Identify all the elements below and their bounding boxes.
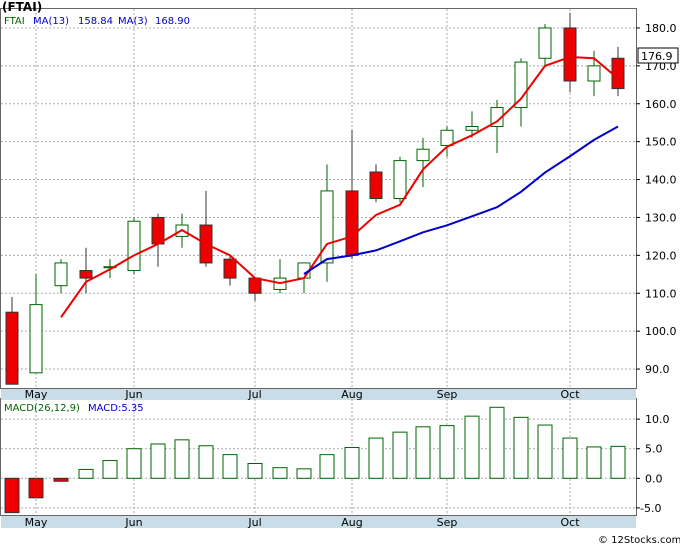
macd-bar [174, 439, 190, 479]
macd-bar [537, 424, 553, 479]
candle-body [563, 27, 577, 82]
price-tick-label: 150.0 [645, 136, 677, 149]
legend-ma3-value: 168.90 [155, 16, 190, 27]
price-tick-label: 140.0 [645, 174, 677, 187]
candle-body [5, 311, 19, 385]
macd-bar [439, 425, 455, 479]
price-tick-label: 130.0 [645, 211, 677, 224]
macd-bar [102, 460, 118, 479]
price-month-label: Sep [437, 388, 458, 401]
candle-body [29, 304, 43, 374]
macd-bar [247, 463, 263, 479]
macd-bar [4, 477, 20, 514]
price-tick-label: 110.0 [645, 287, 677, 300]
candle-body [151, 216, 165, 245]
axis-labels: 90.0 100.0 110.0 120.0 130.0 140.0 150.0 160.0 1… [25, 22, 677, 529]
ma13-line [303, 125, 619, 275]
macd-legend-label: MACD(26,12,9) [4, 403, 80, 414]
legend-ma13-label: MA(13) [33, 16, 69, 27]
candle-body [248, 277, 262, 294]
candle-body [587, 65, 601, 82]
price-tick-label: 120.0 [645, 249, 677, 262]
macd-bar [392, 431, 408, 479]
candle-body [416, 148, 430, 162]
macd-bar [415, 426, 431, 479]
candle-body [440, 129, 454, 146]
macd-bar [610, 445, 626, 479]
price-tick-label: 90.0 [645, 363, 670, 376]
chart-title: (FTAI) [2, 0, 42, 14]
legend-ticker: FTAI [4, 16, 25, 27]
macd-bar [296, 468, 312, 479]
last-price-tag: 176.9 [641, 50, 673, 63]
candle-body [79, 270, 93, 279]
macd-month-label: Jun [124, 516, 142, 529]
macd-tick-label: 5.0 [645, 443, 663, 456]
price-grid [1, 9, 640, 388]
macd-month-label: May [25, 516, 48, 529]
macd-legend-value: MACD:5.35 [88, 403, 144, 414]
macd-month-band [1, 516, 636, 528]
candle-body [514, 61, 528, 109]
candle-body [345, 190, 359, 256]
candle-body [538, 27, 552, 59]
macd-bar [319, 454, 335, 479]
macd-bar [53, 477, 69, 482]
macd-bar [222, 454, 238, 479]
macd-tick-label: 10.0 [645, 413, 670, 426]
candle-body [369, 171, 383, 200]
legend-ma3-label: MA(3) [118, 16, 148, 27]
macd-month-label: Oct [560, 516, 580, 529]
candle-body [103, 266, 117, 269]
macd-panel-frame [0, 398, 637, 516]
macd-bar [272, 467, 288, 479]
moving-average-lines [60, 55, 619, 318]
ma3-line [60, 55, 619, 318]
macd-tick-label: -5.0 [640, 502, 661, 515]
price-month-label: Jul [247, 388, 261, 401]
macd-bar [78, 468, 94, 479]
macd-bars [4, 406, 626, 514]
macd-bar [513, 416, 529, 479]
macd-month-label: Jul [247, 516, 261, 529]
price-panel-frame [0, 8, 637, 389]
price-tick-label: 160.0 [645, 98, 677, 111]
candle-body [465, 125, 479, 131]
candle-body [611, 57, 625, 90]
macd-bar [562, 437, 578, 479]
price-candles [5, 12, 625, 385]
candle-body [127, 220, 141, 272]
macd-bar [344, 447, 360, 479]
last-price-tag-box [637, 47, 679, 64]
price-month-label: Oct [560, 388, 580, 401]
price-month-label: May [25, 388, 48, 401]
price-month-band [1, 389, 636, 400]
price-month-label: Aug [341, 388, 362, 401]
credit: © 12Stocks.com [598, 535, 680, 546]
price-tick-label: 180.0 [645, 22, 677, 35]
candle-body [320, 190, 334, 264]
macd-month-label: Sep [437, 516, 458, 529]
macd-month-label: Aug [341, 516, 362, 529]
candle-body [54, 262, 68, 287]
legend-ma13-value: 158.84 [78, 16, 113, 27]
price-month-label: Jun [124, 388, 142, 401]
macd-bar [489, 406, 505, 479]
macd-bar [198, 445, 214, 479]
macd-bar [464, 415, 480, 479]
macd-tick-label: 0.0 [645, 472, 663, 485]
macd-bar [150, 443, 166, 479]
macd-bar [28, 477, 44, 499]
candle-body [223, 258, 237, 279]
candle-body [393, 160, 407, 200]
macd-bar [368, 437, 384, 479]
macd-bar [586, 446, 602, 479]
price-tick-label: 100.0 [645, 325, 677, 338]
macd-bar [126, 448, 142, 479]
